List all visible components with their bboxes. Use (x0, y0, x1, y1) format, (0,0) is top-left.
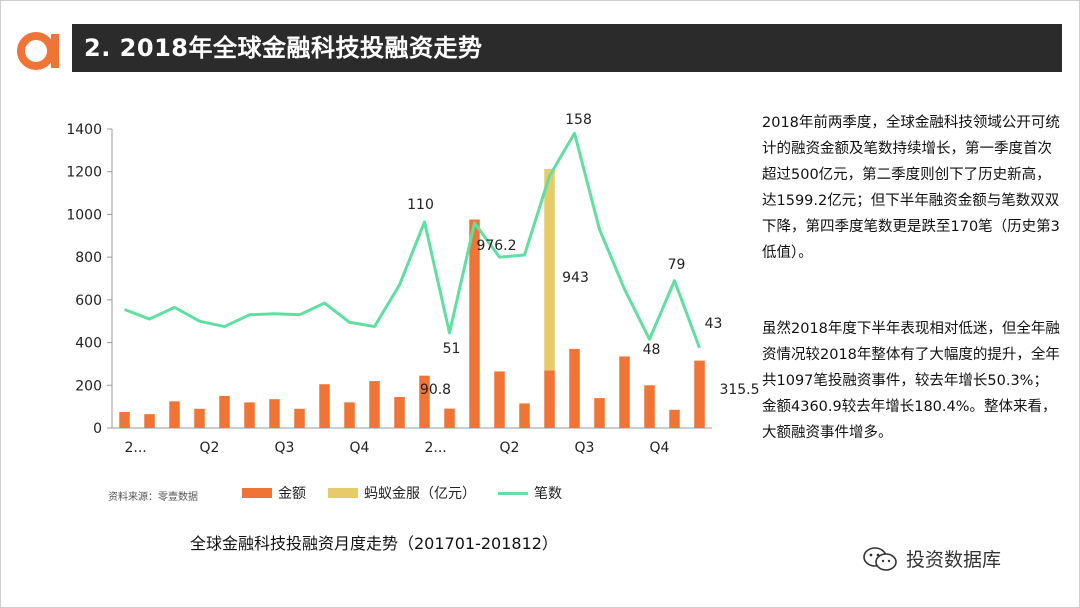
y-tick-label-0: 0 (93, 421, 102, 437)
bar-amount-21 (644, 385, 655, 428)
data-label-0: 110 (407, 197, 434, 213)
x-tick-label-5: Q2 (500, 440, 520, 456)
data-label-8: 90.8 (420, 382, 451, 398)
y-tick-label-2: 400 (75, 336, 102, 352)
summary-paragraph-1: 2018年前两季度，全球金融科技领域公开可统计的融资金额及笔数持续增长，第一季度… (762, 115, 1060, 261)
page-title: 2. 2018年全球金融科技投融资走势 (72, 24, 1062, 72)
x-tick-label-2: Q3 (275, 440, 295, 456)
legend-item-count: 笔数 (498, 483, 562, 503)
data-label-1: 51 (443, 341, 461, 357)
bar-amount-23 (694, 360, 705, 428)
bar-amount-17 (544, 370, 555, 428)
bar-amount-8 (319, 384, 330, 428)
legend-label-count: 笔数 (534, 486, 562, 502)
data-label-9: 315.5 (719, 382, 759, 398)
wechat-icon (863, 546, 897, 571)
data-label-2: 976.2 (476, 238, 516, 254)
legend-item-amount: 金额 (242, 483, 306, 503)
bar-amount-13 (444, 408, 455, 428)
bar-amount-10 (369, 381, 380, 428)
bar-amount-3 (194, 408, 205, 428)
legend-label-ant: 蚂蚁金服（亿元） (364, 486, 476, 502)
bar-amount-20 (619, 356, 630, 428)
legend-swatch-ant (328, 488, 358, 498)
data-label-6: 79 (668, 257, 686, 273)
bar-amount-11 (394, 397, 405, 428)
bar-amount-12 (419, 375, 430, 428)
bar-amount-15 (494, 371, 505, 428)
x-tick-label-3: Q4 (350, 440, 370, 456)
y-tick-label-7: 1400 (66, 122, 102, 138)
wechat-watermark: 投资数据库 (862, 545, 1001, 572)
chart-legend: 金额 蚂蚁金服（亿元） 笔数 (242, 483, 584, 503)
x-tick-label-0: 2... (125, 440, 147, 456)
x-tick-label-6: Q3 (575, 440, 595, 456)
data-label-3: 943 (562, 270, 589, 286)
x-tick-label-7: Q4 (650, 440, 670, 456)
bar-amount-2 (169, 401, 180, 428)
y-tick-label-1: 200 (75, 378, 102, 394)
data-label-4: 158 (565, 112, 592, 128)
y-tick-label-6: 1200 (66, 165, 102, 181)
y-tick-label-5: 1000 (66, 207, 102, 223)
bar-ant-17 (544, 168, 555, 371)
chart-caption: 全球金融科技投融资月度走势（201701-201812） (190, 534, 558, 553)
bar-amount-4 (219, 395, 230, 428)
watermark-text: 投资数据库 (906, 549, 1002, 571)
line-count (123, 131, 701, 349)
bar-amount-1 (144, 414, 155, 428)
summary-paragraph-2: 虽然2018年度下半年表现相对低迷，但全年融资情况较2018年整体有了大幅度的提… (762, 321, 1060, 441)
x-tick-label-1: Q2 (200, 440, 220, 456)
bar-amount-9 (344, 402, 355, 428)
y-tick-label-3: 600 (75, 293, 102, 309)
bar-amount-14 (469, 219, 480, 428)
x-tick-label-4: 2... (425, 440, 447, 456)
y-tick-label-4: 800 (75, 250, 102, 266)
legend-item-ant: 蚂蚁金服（亿元） (328, 483, 476, 503)
bar-amount-0 (119, 411, 130, 428)
legend-swatch-count (498, 491, 528, 495)
bar-amount-6 (269, 399, 280, 428)
data-label-7: 43 (705, 316, 723, 332)
funding-chart: 0 200 400 600 800 1000 1200 1400 2... Q2 Q3 Q4 2... Q… (66, 112, 759, 456)
legend-swatch-amount (242, 488, 272, 498)
legend-label-amount: 金额 (278, 486, 306, 502)
bar-amount-7 (294, 408, 305, 428)
bar-amount-19 (594, 398, 605, 428)
bar-amount-5 (244, 402, 255, 428)
bar-amount-22 (669, 409, 680, 428)
data-source: 资料来源：零壹数据 (108, 492, 198, 503)
brand-logo (17, 32, 59, 70)
bar-amount-18 (569, 348, 580, 428)
data-label-5: 48 (643, 342, 661, 358)
bar-amount-16 (519, 403, 530, 428)
